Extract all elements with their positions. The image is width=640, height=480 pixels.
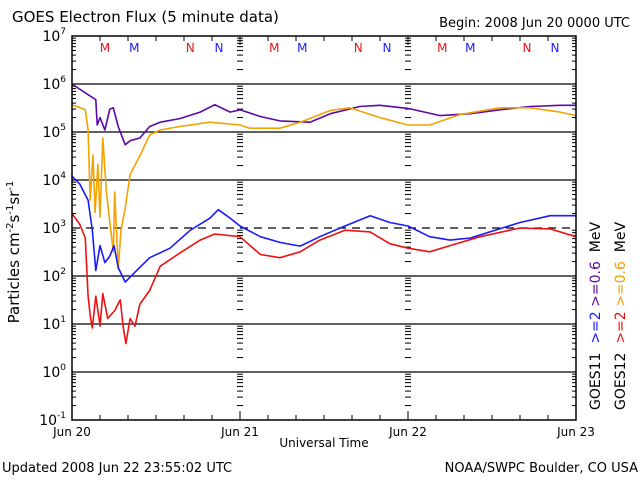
y-tick-label: 105 bbox=[42, 123, 66, 141]
series-line-2 bbox=[71, 175, 576, 283]
x-axis-label: Universal Time bbox=[279, 436, 368, 450]
y-label-exp1: -2 bbox=[5, 222, 16, 232]
y-tick-base: 10 bbox=[39, 413, 57, 429]
y-tick-label: 101 bbox=[42, 315, 66, 333]
legend-gap bbox=[588, 344, 604, 353]
y-tick-label: 106 bbox=[42, 75, 66, 93]
legend-column-GOES11: GOES11 >=2 >=0.6 MeV bbox=[588, 222, 604, 410]
marker-N: N bbox=[383, 41, 392, 55]
series-line-0 bbox=[71, 83, 576, 146]
y-tick-base: 10 bbox=[42, 125, 60, 141]
y-tick-exp: 5 bbox=[60, 123, 66, 133]
legend-unit: MeV bbox=[588, 222, 604, 253]
y-tick-exp: 6 bbox=[60, 75, 66, 85]
legend-unit: MeV bbox=[613, 222, 629, 253]
legend-hi-label: >=2 bbox=[588, 311, 604, 343]
y-axis-label: Particles cm-2s-1sr-1 bbox=[5, 181, 23, 324]
y-tick-exp: 2 bbox=[60, 267, 66, 277]
y-tick-exp: 4 bbox=[60, 171, 66, 181]
y-tick-label: 103 bbox=[42, 219, 66, 237]
marker-M: M bbox=[437, 41, 447, 55]
legend-gap bbox=[613, 252, 629, 261]
legend-gap bbox=[613, 344, 629, 353]
y-tick-label: 10-1 bbox=[39, 411, 66, 429]
marker-M: M bbox=[465, 41, 475, 55]
y-tick-base: 10 bbox=[42, 173, 60, 189]
begin-time: Begin: 2008 Jun 20 0000 UTC bbox=[439, 16, 630, 31]
series-line-1 bbox=[71, 103, 577, 270]
y-label-exp2: -1 bbox=[5, 205, 16, 215]
x-tick-label: Jun 21 bbox=[220, 425, 259, 439]
legend-gap bbox=[588, 252, 604, 261]
legend-lo-label: >=0.6 bbox=[613, 261, 629, 307]
legend-text: GOES12 >=2 >=0.6 MeV bbox=[613, 222, 629, 410]
marker-M: M bbox=[297, 41, 307, 55]
updated-timestamp: Updated 2008 Jun 22 23:55:02 UTC bbox=[2, 461, 232, 476]
chart-title: GOES Electron Flux (5 minute data) bbox=[12, 8, 279, 26]
source-credit: NOAA/SWPC Boulder, CO USA bbox=[445, 461, 638, 476]
y-tick-base: 10 bbox=[42, 221, 60, 237]
x-tick-label: Jun 20 bbox=[52, 425, 91, 439]
y-tick-exp: 3 bbox=[60, 219, 66, 229]
y-label-s: s bbox=[5, 214, 23, 222]
y-tick-label: 107 bbox=[42, 27, 66, 45]
y-tick-base: 10 bbox=[42, 29, 60, 45]
y-tick-exp: -1 bbox=[57, 411, 66, 421]
y-label-sr: sr bbox=[5, 190, 23, 205]
marker-N: N bbox=[354, 41, 363, 55]
x-tick-labels: Jun 20 Jun 21 Jun 22 Jun 23 bbox=[52, 425, 595, 439]
legend-column-GOES12: GOES12 >=2 >=0.6 MeV bbox=[613, 222, 629, 410]
marker-N: N bbox=[551, 41, 560, 55]
y-tick-exp: 0 bbox=[60, 363, 66, 373]
legend-hi-label: >=2 bbox=[613, 311, 629, 343]
y-tick-exp: 1 bbox=[60, 315, 66, 325]
y-tick-base: 10 bbox=[42, 269, 60, 285]
y-tick-exp: 7 bbox=[60, 27, 66, 37]
y-axis-label-text: Particles cm-2s-1sr-1 bbox=[5, 181, 23, 324]
y-label-particles: Particles cm bbox=[5, 232, 23, 323]
marker-N: N bbox=[523, 41, 532, 55]
marker-M: M bbox=[129, 41, 139, 55]
legend-satellite: GOES11 bbox=[588, 353, 604, 410]
marker-N: N bbox=[215, 41, 224, 55]
y-tick-base: 10 bbox=[42, 317, 60, 333]
y-tick-label: 102 bbox=[42, 267, 66, 285]
y-label-exp3: -1 bbox=[5, 181, 16, 191]
legend-text: GOES11 >=2 >=0.6 MeV bbox=[588, 222, 604, 410]
plot-frame bbox=[71, 35, 577, 421]
legend-satellite: GOES12 bbox=[613, 353, 629, 410]
x-tick-label: Jun 22 bbox=[388, 425, 427, 439]
y-tick-label: 104 bbox=[42, 171, 66, 189]
series-group bbox=[71, 83, 577, 345]
y-tick-label: 100 bbox=[42, 363, 66, 381]
marker-M: M bbox=[269, 41, 279, 55]
y-tick-base: 10 bbox=[42, 77, 60, 93]
x-tick-label: Jun 23 bbox=[556, 425, 595, 439]
series-line-3 bbox=[71, 213, 577, 345]
legend-lo-label: >=0.6 bbox=[588, 261, 604, 307]
marker-N: N bbox=[186, 41, 195, 55]
marker-M: M bbox=[100, 41, 110, 55]
y-tick-base: 10 bbox=[42, 365, 60, 381]
